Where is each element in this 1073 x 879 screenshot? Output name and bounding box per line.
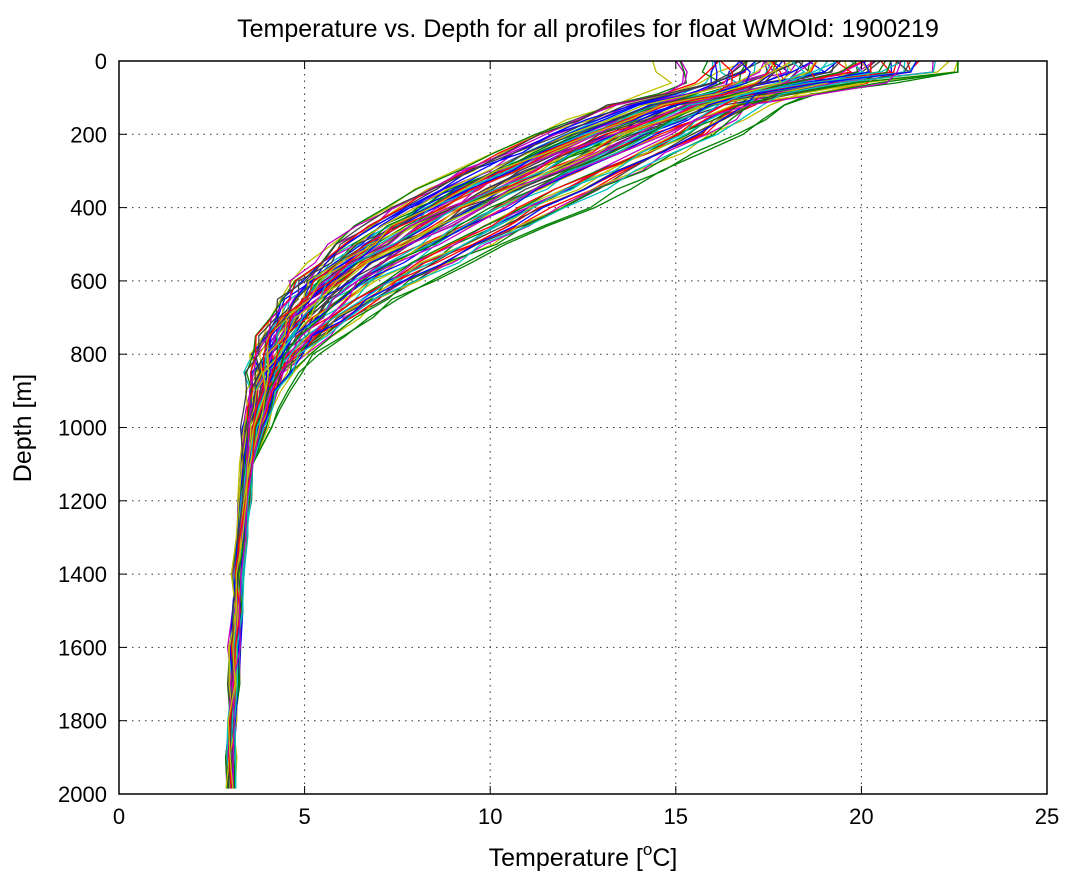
y-tick-label: 200 — [70, 122, 107, 147]
x-tick-label: 15 — [664, 804, 688, 829]
x-axis-label-post: C] — [652, 844, 677, 872]
y-tick-label: 1200 — [58, 489, 107, 514]
y-tick-label: 1600 — [58, 635, 107, 660]
profile-line — [232, 61, 959, 789]
y-tick-label: 600 — [70, 269, 107, 294]
y-tick-label: 400 — [70, 196, 107, 221]
profile-line — [229, 60, 814, 789]
y-tick-label: 1400 — [58, 562, 107, 587]
y-tick-label: 0 — [95, 49, 107, 74]
profile-line — [228, 60, 849, 789]
profile-line — [227, 60, 748, 789]
y-tick-label: 800 — [70, 342, 107, 367]
x-tick-label: 0 — [113, 804, 125, 829]
profile-line — [227, 60, 793, 789]
x-tick-label: 25 — [1035, 804, 1059, 829]
profile-line — [231, 61, 959, 789]
x-axis-label: Temperature [oC] — [489, 840, 678, 872]
profile-line — [229, 60, 870, 789]
profile-line — [233, 60, 937, 789]
profile-line — [231, 60, 864, 789]
profile-line — [231, 60, 902, 789]
chart-title: Temperature vs. Depth for all profiles f… — [237, 15, 939, 43]
y-axis-label: Depth [m] — [9, 374, 37, 482]
profile-line — [227, 60, 749, 789]
profile-line — [228, 60, 738, 789]
profile-line — [228, 60, 744, 789]
profile-line — [232, 61, 959, 789]
y-tick-label: 2000 — [58, 782, 107, 807]
profile-line — [231, 60, 827, 789]
y-tick-label: 1800 — [58, 709, 107, 734]
profiles — [224, 60, 959, 789]
x-tick-label: 5 — [298, 804, 310, 829]
ticks: 0 5 10 15 20 25 0 200 400 600 800 1000 1200 1400 1600 1… — [58, 49, 1059, 829]
profile-line — [232, 60, 959, 789]
profile-line — [227, 60, 749, 789]
x-axis-label-pre: Temperature [ — [489, 844, 643, 872]
x-tick-label: 10 — [478, 804, 502, 829]
x-axis-label-sup: o — [643, 840, 652, 859]
profile-line — [230, 60, 867, 789]
profile-line — [230, 60, 817, 789]
y-tick-label: 1000 — [58, 416, 107, 441]
x-tick-label: 20 — [849, 804, 873, 829]
profile-line — [225, 60, 748, 789]
profile-line — [232, 60, 950, 789]
